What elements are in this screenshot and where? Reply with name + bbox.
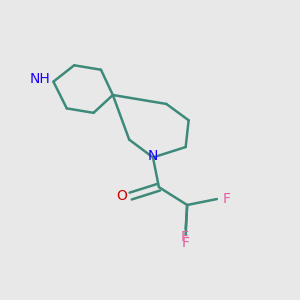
Text: O: O	[116, 189, 127, 203]
Text: F: F	[182, 236, 190, 250]
Text: N: N	[148, 149, 158, 163]
Text: NH: NH	[30, 72, 50, 86]
Text: F: F	[222, 192, 230, 206]
Text: F: F	[180, 230, 188, 244]
